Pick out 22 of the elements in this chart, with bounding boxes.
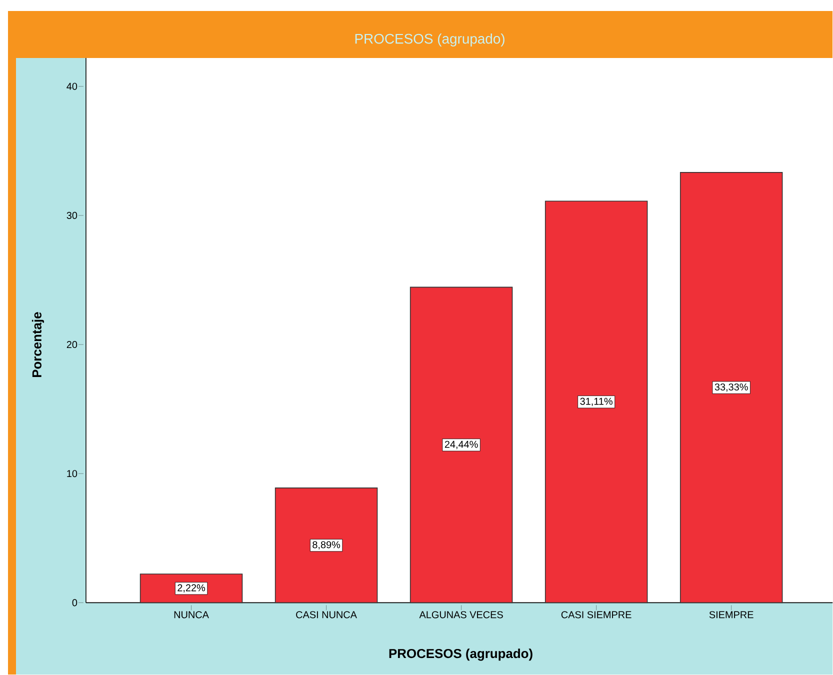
bar xyxy=(410,286,513,604)
y-tick-label: 40 xyxy=(66,83,78,90)
y-tick-label: 0 xyxy=(72,599,78,606)
bar xyxy=(274,488,378,604)
y-axis-title: Porcentaje xyxy=(32,312,44,378)
data-label: 33,33% xyxy=(714,384,748,392)
data-label: 8,89% xyxy=(312,541,340,550)
x-tick-label: NUNCA xyxy=(174,611,209,618)
x-axis-title: PROCESOS (agrupado) xyxy=(389,648,532,661)
x-tick-label: ALGUNAS VECES xyxy=(419,611,503,618)
x-tick-label: SIEMPRE xyxy=(709,611,754,618)
y-tick-label: 10 xyxy=(67,470,78,478)
x-tick-label: CASI NUNCA xyxy=(296,611,357,618)
y-tick-label: 20 xyxy=(66,341,78,348)
data-label: 24,44% xyxy=(444,441,478,450)
y-tick-label: 30 xyxy=(66,212,78,220)
data-label: 2,22% xyxy=(178,584,206,593)
bar xyxy=(680,172,783,604)
x-tick-label: CASI SIEMPRE xyxy=(561,611,632,618)
bar xyxy=(544,200,648,604)
data-label: 31,11% xyxy=(580,398,612,406)
chart-title: PROCESOS (agrupado) xyxy=(355,34,504,47)
